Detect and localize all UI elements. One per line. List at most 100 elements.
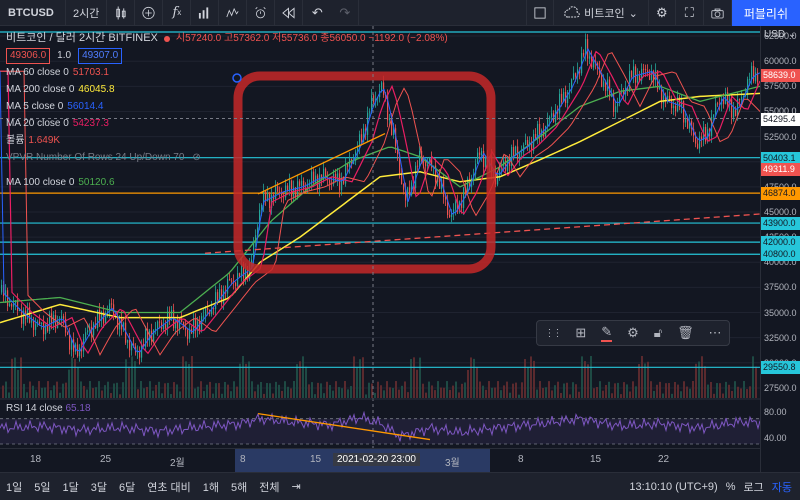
candle-body [139, 351, 141, 358]
template-icon[interactable] [219, 0, 248, 26]
candle-body [303, 180, 305, 188]
trash-icon[interactable]: 🗑︎ [677, 325, 694, 340]
currency-label[interactable]: USD ⌄ [764, 29, 797, 40]
indicator-row[interactable]: MA 60 close 0 51703.1 [6, 64, 448, 81]
fullscreen-square-icon[interactable] [526, 0, 555, 26]
candle-body [431, 158, 433, 168]
drag-handle-icon[interactable]: ⋮⋮ [544, 327, 562, 339]
layout-icon[interactable] [191, 0, 220, 26]
chart-pane[interactable] [0, 26, 800, 448]
range-button[interactable]: 1해 [202, 481, 220, 494]
redo-icon[interactable]: ↷ [331, 0, 360, 26]
alert-icon[interactable] [247, 0, 276, 26]
y-tick-label: 52500.0 [764, 131, 797, 142]
volume-bar [62, 383, 64, 398]
range-button[interactable]: 5일 [34, 481, 51, 494]
rsi-label: RSI 14 close [6, 403, 63, 414]
volume-bar [413, 357, 415, 398]
template-grid-icon[interactable]: ⊞ [575, 325, 587, 340]
candle-body [281, 192, 283, 196]
indicator-label: MA 5 close 0 [6, 101, 64, 112]
volume-bar [560, 392, 562, 398]
gear-icon[interactable]: ⚙ [647, 0, 676, 26]
drawing-anchor-handle [232, 73, 242, 83]
pencil-icon[interactable]: ✎ [601, 324, 613, 342]
candle-body [175, 321, 177, 329]
volume-bar [569, 394, 571, 398]
candle-body [683, 101, 685, 123]
volume-bar [113, 383, 115, 398]
range-button[interactable]: 전체 [259, 481, 280, 494]
candle-body [705, 127, 707, 142]
range-button[interactable]: 1달 [62, 481, 79, 494]
range-button[interactable]: 연초 대비 [147, 481, 191, 494]
percent-toggle[interactable]: % [725, 481, 736, 493]
hidden-eye-icon[interactable]: ⊘ [192, 152, 201, 163]
indicator-row[interactable]: MA 200 close 0 46045.8 [6, 81, 448, 98]
clock-label[interactable]: 13:10:10 (UTC+9) [629, 481, 718, 493]
indicator-row[interactable]: MA 5 close 0 56014.4 [6, 98, 448, 115]
candle-body [239, 273, 241, 277]
candle-body [211, 307, 213, 315]
publish-button[interactable]: 퍼블리쉬 [731, 0, 800, 26]
range-button[interactable]: 1일 [6, 481, 23, 494]
candle-body [223, 290, 225, 304]
log-toggle[interactable]: 로그 [743, 482, 764, 494]
candle-body [749, 78, 751, 80]
range-button[interactable]: 5해 [231, 481, 248, 494]
sell-button[interactable]: 49306.0 [6, 47, 51, 64]
fullscreen-icon[interactable]: ⛶ [676, 0, 704, 26]
volume-bar [209, 381, 211, 398]
candle-body [69, 334, 71, 350]
camera-icon[interactable] [704, 0, 732, 26]
volume-bar [395, 381, 397, 398]
candle-body [227, 279, 229, 294]
volume-bar [311, 382, 313, 398]
volume-bar [14, 357, 16, 398]
layout-name-button[interactable]: 비트코인 ⌄ [554, 0, 648, 26]
candle-body [425, 162, 427, 167]
bottom-toolbar: 1일 5일 1달 3달 6달 연초 대비 1해 5해 전체 ⇥ 13:10:10 (UTC+9)… [0, 472, 800, 500]
volume-bar [635, 386, 637, 398]
candle-body [641, 68, 643, 81]
candle-body [669, 95, 671, 101]
indicator-value: 46045.8 [78, 84, 115, 95]
symbol-search-button[interactable]: BTCUSD [0, 0, 66, 26]
auto-toggle[interactable]: 자동 [771, 482, 792, 494]
candle-body [451, 213, 453, 217]
volume-bar [281, 390, 283, 398]
range-button[interactable]: 6달 [119, 481, 136, 494]
time-axis[interactable]: 2021-02-20 23:00 18 25 2월 8 15 3월 8 15 22 [0, 448, 760, 472]
replay-icon[interactable] [275, 0, 304, 26]
buy-button[interactable]: 49307.0 [78, 47, 123, 64]
more-icon[interactable]: ⋯ [708, 325, 722, 340]
candle-body [589, 56, 591, 59]
indicator-row[interactable]: VPVR Number Of Rows 24 Up/Down 70 ⊘ [6, 149, 448, 166]
y-tick-label: 60000.0 [764, 56, 797, 67]
calendar-range-icon[interactable]: ⇥ [291, 481, 301, 493]
volume-bar [680, 391, 682, 398]
lock-icon[interactable]: 🔓︎ [653, 325, 663, 340]
volume-bar [668, 383, 670, 398]
candle-body [435, 165, 437, 183]
price-chart[interactable] [0, 26, 760, 448]
interval-button[interactable]: 2시간 [66, 0, 108, 26]
add-indicator-icon[interactable] [135, 0, 164, 26]
volume-bar [182, 356, 184, 398]
volume-bar [155, 384, 157, 398]
indicator-row[interactable]: 볼륨 1.649K [6, 132, 448, 149]
candle-type-icon[interactable] [107, 0, 136, 26]
indicator-row[interactable]: MA 100 close 0 50120.6 [6, 174, 448, 191]
volume-bar [590, 356, 592, 398]
volume-bar [212, 393, 214, 398]
settings-gear-icon[interactable]: ⚙ [627, 325, 639, 340]
price-axis[interactable]: USD ⌄ 62500.0 60000.0 57500.0 55000.0 52500.… [760, 26, 800, 472]
range-button[interactable]: 3달 [90, 481, 107, 494]
volume-bar [611, 393, 613, 398]
candle-body [215, 292, 217, 310]
candle-body [545, 125, 547, 137]
quantity-field[interactable]: 1.0 [57, 50, 72, 61]
undo-icon[interactable]: ↶ [311, 4, 323, 20]
indicator-row[interactable]: MA 20 close 0 54237.3 [6, 115, 448, 132]
